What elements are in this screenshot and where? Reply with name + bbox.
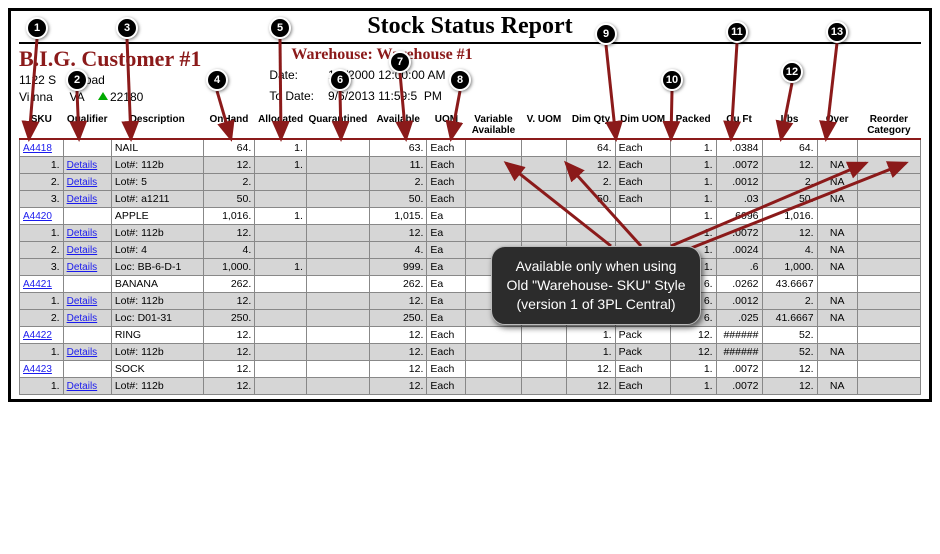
callout-bubble-2: 2 xyxy=(66,69,88,91)
stock-table: SKU Qualifier Description OnHand Allocat… xyxy=(19,112,921,395)
col-reorder: Reorder Category xyxy=(857,112,920,139)
callout-bubble-13: 13 xyxy=(826,21,848,43)
callout-bubble-11: 11 xyxy=(726,21,748,43)
detail-row: 2.DetailsLoc: D01-31250.250.Ea41.6667Eac… xyxy=(20,309,921,326)
col-over: Over xyxy=(817,112,857,139)
sku-link[interactable]: A4420 xyxy=(23,211,52,222)
to-date-label: To Date: xyxy=(263,87,320,106)
address-state: VA xyxy=(69,90,84,104)
detail-row: 1.DetailsLot#: 112b12.12.Ea2.Each6..0012… xyxy=(20,292,921,309)
detail-row: 3.DetailsLot#: a121150.50.Each50.Each1..… xyxy=(20,190,921,207)
table-row: A4422RING12.12.Each1.Pack12.######52. xyxy=(20,326,921,343)
table-row: A4418NAIL64.1.63.Each64.Each1..038464. xyxy=(20,139,921,156)
col-available: Available xyxy=(370,112,427,139)
details-link[interactable]: Details xyxy=(67,381,98,392)
address-city: Vi nna xyxy=(19,90,53,104)
col-uom: UOM xyxy=(427,112,466,139)
header-row: SKU Qualifier Description OnHand Allocat… xyxy=(20,112,921,139)
callout-bubble-1: 1 xyxy=(26,17,48,39)
detail-row: 1.DetailsLot#: 112b12.12.Each1.Pack12.##… xyxy=(20,343,921,360)
sku-link[interactable]: A4421 xyxy=(23,279,52,290)
col-quarantined: Quarantined xyxy=(306,112,369,139)
details-link[interactable]: Details xyxy=(67,228,98,239)
sku-link[interactable]: A4423 xyxy=(23,364,52,375)
col-lbs: Lbs xyxy=(762,112,817,139)
col-onhand: OnHand xyxy=(203,112,255,139)
col-sku: SKU xyxy=(20,112,64,139)
details-link[interactable]: Details xyxy=(67,177,98,188)
col-cuft: Cu Ft xyxy=(716,112,762,139)
customer-name: B.I.G. Customer #1 xyxy=(19,46,201,72)
date-label: Date: xyxy=(263,66,320,85)
detail-row: 1.DetailsLot#: 112b12.1.11.Each12.Each1.… xyxy=(20,156,921,173)
col-description: Description xyxy=(111,112,203,139)
details-link[interactable]: Details xyxy=(67,245,98,256)
table-row: A4423SOCK12.12.Each12.Each1..007212. xyxy=(20,360,921,377)
col-dimuom: Dim UOM xyxy=(615,112,670,139)
col-packed: Packed xyxy=(670,112,716,139)
callout-bubble-9: 9 xyxy=(595,23,617,45)
address-line1: 1122 S Road xyxy=(19,72,201,89)
details-link[interactable]: Details xyxy=(67,347,98,358)
table-row: A4420APPLE1,016.1.1,015.Ea1..60961,016. xyxy=(20,207,921,224)
callout-bubble-5: 5 xyxy=(269,17,291,39)
detail-row: 1.DetailsLot#: 112b12.12.Each12.Each1..0… xyxy=(20,377,921,394)
details-link[interactable]: Details xyxy=(67,194,98,205)
details-link[interactable]: Details xyxy=(67,160,98,171)
sku-link[interactable]: A4422 xyxy=(23,330,52,341)
annotation-note: Available only when using Old "Warehouse… xyxy=(491,246,701,325)
col-qualifier: Qualifier xyxy=(63,112,111,139)
detail-row: 1.DetailsLot#: 112b12.12.Ea1..007212.NA xyxy=(20,224,921,241)
callout-bubble-4: 4 xyxy=(206,69,228,91)
details-link[interactable]: Details xyxy=(67,262,98,273)
col-dimqty: Dim Qty xyxy=(567,112,615,139)
warehouse-label: Warehouse: Warehouse #1 xyxy=(291,46,472,64)
callout-bubble-3: 3 xyxy=(116,17,138,39)
callout-bubble-10: 10 xyxy=(661,69,683,91)
address-block: 1122 S Road Vi nna VA 22180 xyxy=(19,72,201,106)
col-allocated: Allocated xyxy=(255,112,307,139)
detail-row: 2.DetailsLot#: 52.2.Each2.Each1..00122.N… xyxy=(20,173,921,190)
col-vuom: V. UOM xyxy=(521,112,567,139)
col-varavail: Variable Available xyxy=(466,112,521,139)
report-container: Stock Status Report B.I.G. Customer #1 1… xyxy=(8,8,932,402)
report-title: Stock Status Report xyxy=(19,13,921,44)
callout-bubble-12: 12 xyxy=(781,61,803,83)
date-range: Date:1/1/2000 12:00:00 AM To Date:9/6/20… xyxy=(261,64,453,108)
sku-link[interactable]: A4418 xyxy=(23,143,52,154)
detail-row: 2.DetailsLot#: 44.4.Ea1..00244.NA xyxy=(20,241,921,258)
details-link[interactable]: Details xyxy=(67,313,98,324)
flag-icon xyxy=(98,92,108,100)
callout-bubble-8: 8 xyxy=(449,69,471,91)
address-zip: 22180 xyxy=(110,90,143,104)
detail-row: 3.DetailsLoc: BB-6-D-11,000.1.999.Ea1..6… xyxy=(20,258,921,275)
callout-bubble-6: 6 xyxy=(329,69,351,91)
details-link[interactable]: Details xyxy=(67,296,98,307)
table-row: A4421BANANA262.262.Ea6..026243.6667 xyxy=(20,275,921,292)
callout-bubble-7: 7 xyxy=(389,51,411,73)
